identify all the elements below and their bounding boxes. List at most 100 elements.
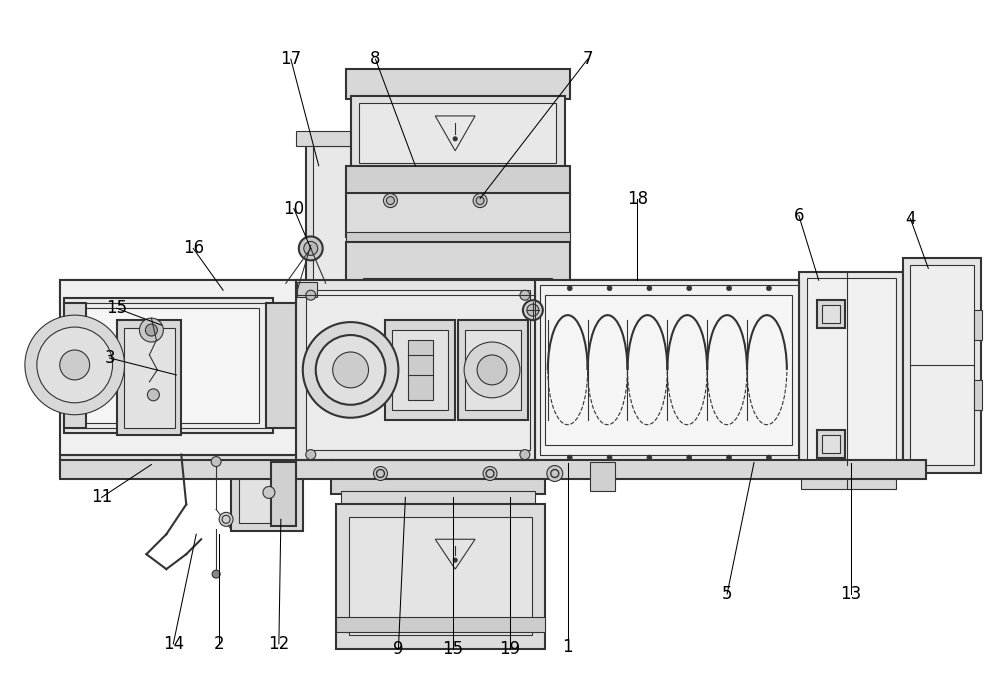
Circle shape xyxy=(464,342,520,398)
Circle shape xyxy=(687,455,692,460)
Circle shape xyxy=(303,322,398,418)
Bar xyxy=(336,505,545,649)
Bar xyxy=(847,465,896,489)
Bar xyxy=(231,461,303,531)
Circle shape xyxy=(607,286,612,291)
Text: 3: 3 xyxy=(104,349,115,367)
Circle shape xyxy=(306,290,316,300)
Text: 17: 17 xyxy=(280,50,301,69)
Circle shape xyxy=(483,466,497,480)
Bar xyxy=(313,146,354,287)
Bar xyxy=(392,330,448,410)
Circle shape xyxy=(687,286,692,291)
Bar xyxy=(346,166,570,196)
Bar xyxy=(296,280,540,459)
Circle shape xyxy=(383,194,397,208)
Circle shape xyxy=(523,300,543,320)
Circle shape xyxy=(219,512,233,526)
Bar xyxy=(545,295,792,445)
Bar xyxy=(351,96,565,171)
Text: 12: 12 xyxy=(268,635,290,653)
Bar xyxy=(903,259,981,473)
Bar xyxy=(359,103,556,163)
Bar xyxy=(974,310,982,340)
Bar xyxy=(72,303,266,428)
Bar xyxy=(336,617,545,632)
Circle shape xyxy=(453,137,457,140)
Bar xyxy=(306,290,530,449)
Circle shape xyxy=(386,196,394,205)
Circle shape xyxy=(374,466,387,480)
Bar xyxy=(239,470,295,524)
Bar xyxy=(799,273,903,466)
Circle shape xyxy=(212,570,220,578)
Bar xyxy=(80,308,259,423)
Bar xyxy=(60,280,926,305)
Bar xyxy=(60,280,926,454)
Circle shape xyxy=(263,487,275,498)
Text: 11: 11 xyxy=(91,489,112,506)
Bar xyxy=(363,278,552,288)
Bar xyxy=(341,491,535,510)
Bar xyxy=(60,459,926,480)
Bar xyxy=(346,243,570,284)
Circle shape xyxy=(60,350,90,380)
Text: 6: 6 xyxy=(794,206,804,224)
Circle shape xyxy=(647,455,652,460)
Bar xyxy=(910,266,974,465)
Circle shape xyxy=(37,327,113,403)
Circle shape xyxy=(306,449,316,459)
Bar xyxy=(458,320,528,419)
Text: 15: 15 xyxy=(443,640,464,658)
Bar xyxy=(807,278,896,459)
Bar xyxy=(349,517,532,635)
Text: 1: 1 xyxy=(562,637,573,656)
Bar xyxy=(817,300,845,328)
Bar xyxy=(465,330,521,410)
Text: 13: 13 xyxy=(840,585,861,603)
Bar xyxy=(346,69,570,99)
Bar xyxy=(346,193,570,238)
Bar xyxy=(266,303,296,428)
Circle shape xyxy=(547,466,563,482)
Text: 8: 8 xyxy=(370,50,381,69)
Bar xyxy=(64,298,273,433)
Circle shape xyxy=(527,304,539,316)
Circle shape xyxy=(476,196,484,205)
Text: 16: 16 xyxy=(183,239,204,257)
Bar xyxy=(306,139,361,293)
Bar xyxy=(346,233,570,245)
Text: 19: 19 xyxy=(499,640,521,658)
Circle shape xyxy=(567,455,572,460)
Bar xyxy=(590,461,615,491)
Bar xyxy=(974,380,982,410)
Text: 4: 4 xyxy=(905,210,916,227)
Circle shape xyxy=(139,318,163,342)
Text: 10: 10 xyxy=(283,199,304,217)
Circle shape xyxy=(520,290,530,300)
Circle shape xyxy=(333,352,369,388)
Circle shape xyxy=(607,455,612,460)
Bar xyxy=(540,285,799,454)
Bar xyxy=(817,430,845,458)
Bar xyxy=(64,303,86,428)
Bar xyxy=(331,459,545,494)
Circle shape xyxy=(766,286,771,291)
Text: 7: 7 xyxy=(582,50,593,69)
Circle shape xyxy=(727,455,732,460)
Circle shape xyxy=(766,455,771,460)
Circle shape xyxy=(25,315,124,415)
Bar xyxy=(117,320,181,435)
Circle shape xyxy=(477,355,507,385)
Text: 2: 2 xyxy=(214,635,224,653)
Circle shape xyxy=(473,194,487,208)
Text: 18: 18 xyxy=(627,189,648,208)
Bar xyxy=(271,461,296,526)
Text: 15: 15 xyxy=(106,299,127,317)
Circle shape xyxy=(211,456,221,466)
Circle shape xyxy=(304,241,318,255)
Circle shape xyxy=(316,335,385,405)
Text: 14: 14 xyxy=(163,635,184,653)
Bar xyxy=(296,131,364,146)
Text: 5: 5 xyxy=(722,585,732,603)
